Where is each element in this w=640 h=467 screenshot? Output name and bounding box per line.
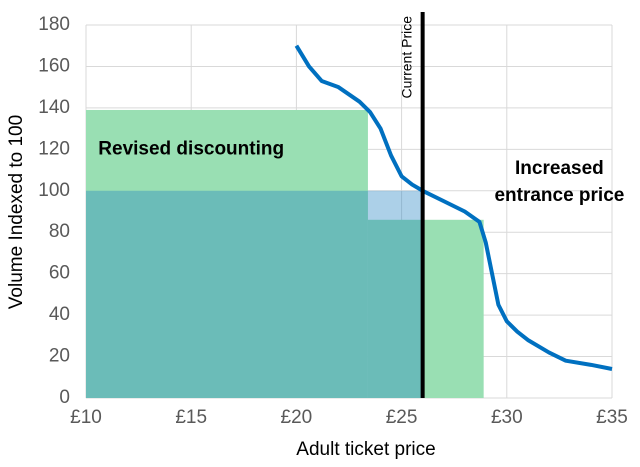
y-tick-label: 80 [49,221,70,242]
y-tick-label: 60 [49,263,70,284]
line-series [294,44,613,371]
annotation: Increased [515,158,604,179]
x-tick-label: £15 [175,407,207,428]
y-tick-label: 160 [38,55,70,76]
y-tick-label: 140 [38,97,70,118]
y-tick-label: 20 [49,346,70,367]
y-tick-label: 100 [38,180,70,201]
x-tick-label: £35 [596,407,628,428]
y-axis-title: Volume Indexed to 100 [6,115,27,309]
y-tick-label: 0 [59,387,70,408]
x-tick-label: £20 [281,407,313,428]
region [86,190,423,398]
region [86,109,368,398]
y-tick-label: 120 [38,138,70,159]
y-tick-label: 40 [49,304,70,325]
annotation: entrance price [494,185,624,206]
x-axis-title: Adult ticket price [296,439,435,460]
x-tick-label: £10 [70,407,102,428]
x-tick-label: £30 [491,407,523,428]
region [367,219,484,398]
x-tick-label: £25 [386,407,418,428]
annotation: Revised discounting [98,138,284,159]
current-price-label: Current Price [398,16,414,99]
y-tick-label: 180 [38,14,70,35]
